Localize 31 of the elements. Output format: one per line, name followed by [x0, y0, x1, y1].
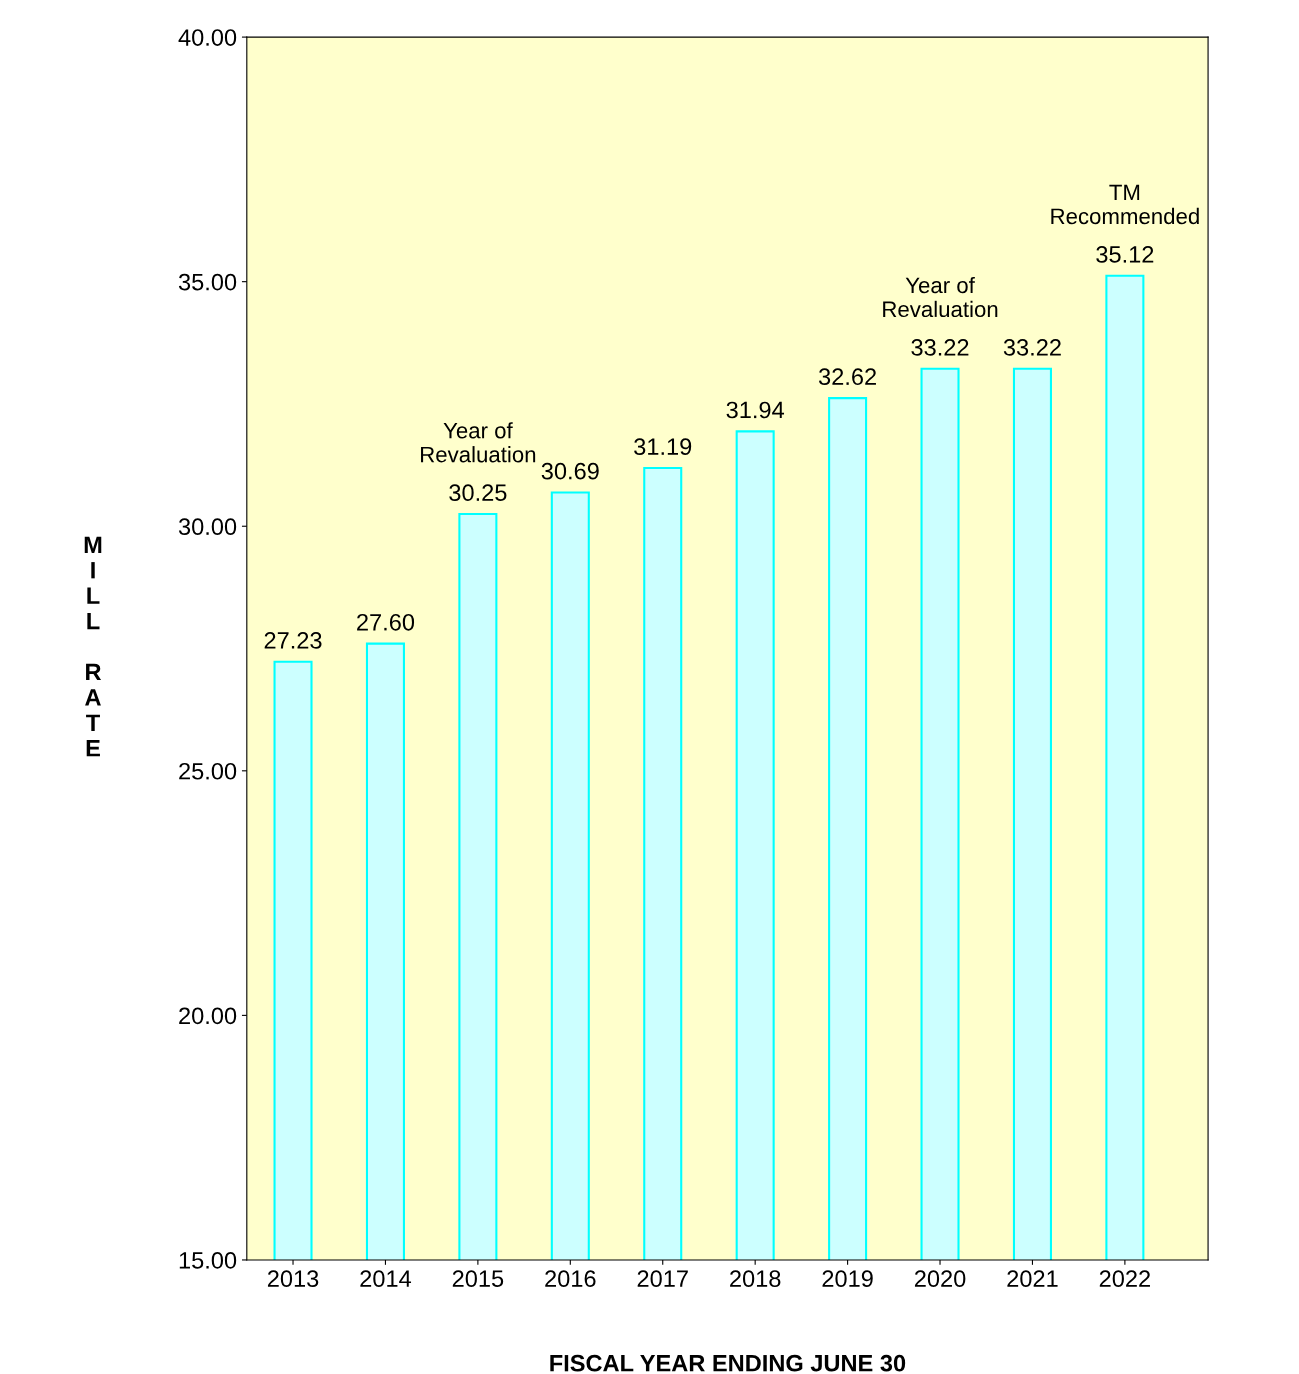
text: MILL RATE	[84, 536, 102, 757]
data-label: 30.25	[449, 484, 507, 502]
x-tick-label: 2020	[914, 1270, 966, 1288]
annotation: TM Recommended	[1051, 184, 1199, 225]
data-label: 33.22	[1003, 339, 1061, 356]
y-tick-label: 40.00	[178, 29, 237, 46]
annotation: Year of Revaluation	[883, 276, 998, 318]
y-tick-label: 15.00	[179, 1252, 237, 1269]
data-label: 35.12	[1096, 246, 1154, 263]
x-tick-label: 2018	[730, 1270, 781, 1288]
x-tick-label: 2013	[267, 1270, 319, 1288]
annotation: Year of Revaluation	[421, 422, 536, 463]
y-tick-label: 20.00	[179, 1007, 237, 1025]
y-tick-label: 25.00	[179, 762, 237, 780]
data-label: 27.23	[264, 632, 322, 649]
x-tick-label: 2019	[822, 1270, 873, 1288]
x-tick-label: 2017	[637, 1270, 688, 1288]
x-axis-title: FISCAL YEAR ENDING JUNE 30	[550, 1354, 906, 1372]
x-tick-label: 2015	[452, 1270, 504, 1288]
data-label: 33.22	[911, 339, 969, 356]
y-tick-label: 35.00	[178, 273, 237, 291]
x-tick-label: 2014	[360, 1270, 412, 1288]
data-label: 27.60	[357, 613, 415, 631]
data-label: 30.69	[541, 462, 599, 480]
data-label: 31.19	[634, 438, 692, 456]
y-tick-label: 30.00	[178, 518, 237, 536]
x-tick-label: 2021	[1007, 1270, 1058, 1288]
data-label: 32.62	[818, 368, 876, 386]
x-tick-label: 2016	[545, 1270, 596, 1288]
x-tick-label: 2022	[1099, 1270, 1150, 1288]
data-label: 31.94	[726, 401, 785, 419]
